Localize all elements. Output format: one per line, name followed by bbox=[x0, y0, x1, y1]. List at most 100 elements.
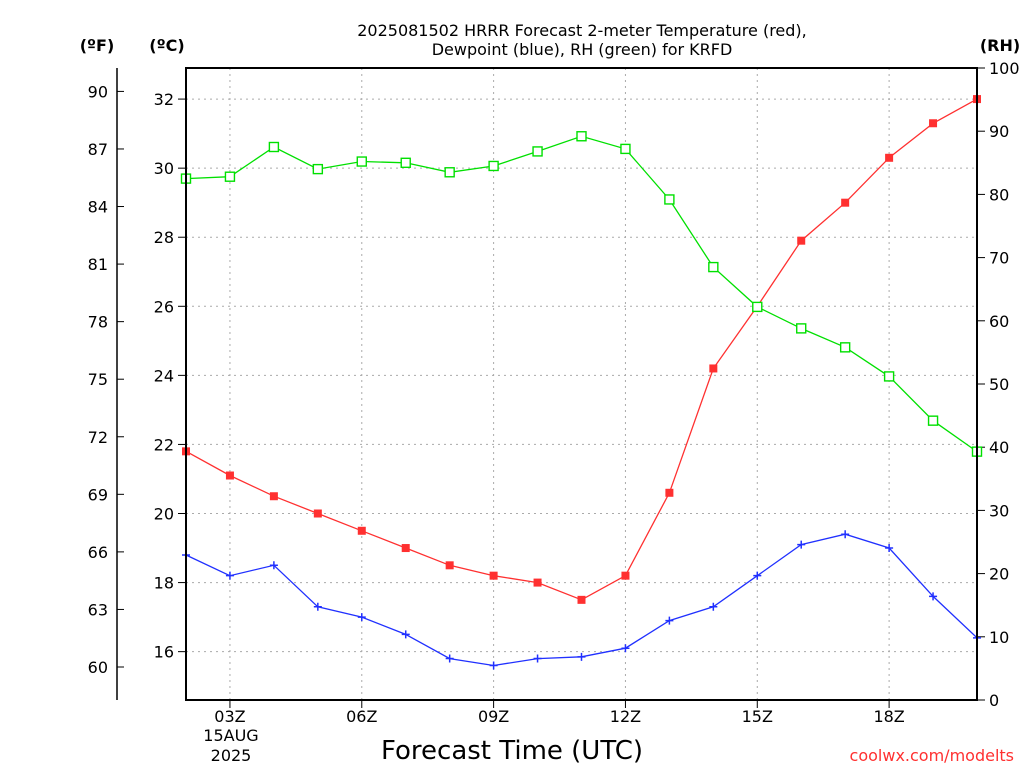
rh-tick-label: 50 bbox=[989, 375, 1009, 394]
fahrenheit-tick-label: 75 bbox=[88, 370, 108, 389]
x-tick-label: 06Z bbox=[346, 707, 377, 726]
temperature-point bbox=[929, 119, 938, 128]
temperature-point bbox=[709, 364, 718, 373]
fahrenheit-tick-label: 63 bbox=[88, 600, 108, 619]
fahrenheit-tick-label: 60 bbox=[88, 658, 108, 677]
celsius-tick-label: 24 bbox=[154, 366, 174, 385]
rh-point bbox=[532, 146, 543, 157]
temperature-point bbox=[269, 492, 278, 501]
rh-point bbox=[927, 415, 939, 426]
rh-tick-label: 70 bbox=[989, 249, 1009, 268]
temperature-point bbox=[621, 571, 630, 580]
temperature-point bbox=[445, 561, 454, 570]
celsius-tick-label: 32 bbox=[154, 90, 174, 109]
rh-point bbox=[356, 156, 367, 167]
celsius-tick-label: 16 bbox=[154, 643, 174, 662]
data-series bbox=[180, 95, 983, 670]
dewpoint-point bbox=[533, 654, 542, 663]
dewpoint-point bbox=[269, 561, 278, 570]
celsius-tick-label: 20 bbox=[154, 505, 174, 524]
fahrenheit-tick-label: 72 bbox=[88, 428, 108, 447]
dewpoint-point bbox=[357, 613, 366, 622]
dewpoint-point bbox=[445, 654, 454, 663]
rh-point bbox=[444, 167, 455, 178]
chart-title-line-2: Dewpoint (blue), RH (green) for KRFD bbox=[432, 40, 733, 59]
temperature-point bbox=[665, 488, 674, 497]
fahrenheit-tick-label: 66 bbox=[88, 543, 108, 562]
date-label-day: 15AUG bbox=[203, 726, 258, 745]
chart-title-line-1: 2025081502 HRRR Forecast 2-meter Tempera… bbox=[357, 21, 807, 40]
rh-point bbox=[620, 143, 631, 155]
x-axis-title: Forecast Time (UTC) bbox=[381, 736, 643, 766]
dewpoint-point bbox=[489, 661, 498, 670]
rh-point bbox=[312, 163, 324, 175]
fahrenheit-tick-label: 81 bbox=[88, 255, 108, 274]
fahrenheit-tick-label: 78 bbox=[88, 313, 108, 332]
dewpoint-point bbox=[401, 630, 410, 639]
dewpoint-point bbox=[885, 544, 894, 553]
celsius-tick-label: 22 bbox=[154, 435, 174, 454]
rh-point bbox=[664, 194, 675, 205]
fahrenheit-tick-label: 84 bbox=[88, 198, 108, 217]
y-axes: 16 18 20 22 24 26 28 30 32 60 63 66 69 72 75 78 81 84 87 90… bbox=[88, 59, 1020, 710]
rh-tick-label: 10 bbox=[989, 628, 1009, 647]
celsius-tick-label: 28 bbox=[154, 228, 174, 247]
watermark: coolwx.com/modelts bbox=[850, 746, 1014, 765]
celsius-tick-label: 26 bbox=[154, 297, 174, 316]
x-tick-label: 12Z bbox=[610, 707, 641, 726]
plot-frame bbox=[185, 67, 978, 701]
rh-point bbox=[796, 323, 807, 334]
celsius-tick-label: 18 bbox=[154, 574, 174, 593]
rh-point bbox=[752, 301, 763, 313]
rh-unit-label: (RH) bbox=[980, 36, 1020, 55]
rh-tick-label: 60 bbox=[989, 312, 1009, 331]
dewpoint-point bbox=[753, 571, 762, 580]
x-tick-label: 18Z bbox=[873, 707, 904, 726]
temperature-point bbox=[225, 471, 234, 480]
rh-tick-label: 100 bbox=[989, 59, 1020, 78]
rh-point bbox=[883, 371, 895, 382]
dewpoint-point bbox=[577, 652, 586, 661]
rh-line bbox=[185, 135, 978, 453]
x-axis: 03Z 06Z 09Z 12Z 15Z 18Z bbox=[214, 700, 905, 726]
rh-tick-label: 90 bbox=[989, 122, 1009, 141]
dewpoint-point bbox=[225, 571, 234, 580]
fahrenheit-tick-label: 69 bbox=[88, 485, 108, 504]
rh-tick-label: 20 bbox=[989, 565, 1009, 584]
x-tick-label: 03Z bbox=[214, 707, 245, 726]
dewpoint-point bbox=[929, 592, 938, 601]
dewpoint-point bbox=[665, 616, 674, 625]
rh-tick-label: 0 bbox=[989, 691, 999, 710]
celsius-unit-label: (ºC) bbox=[149, 36, 184, 55]
temperature-point bbox=[885, 153, 894, 162]
temperature-point bbox=[313, 509, 322, 518]
dewpoint-point bbox=[621, 644, 630, 653]
dewpoint-point bbox=[841, 530, 850, 539]
rh-point bbox=[224, 171, 236, 182]
temperature-point bbox=[401, 544, 410, 553]
temperature-point bbox=[797, 236, 806, 245]
rh-point bbox=[576, 131, 587, 142]
celsius-tick-label: 30 bbox=[154, 159, 174, 178]
temperature-point bbox=[533, 578, 542, 587]
temperature-line bbox=[185, 98, 978, 601]
rh-tick-label: 40 bbox=[989, 438, 1009, 457]
fahrenheit-tick-label: 87 bbox=[88, 140, 108, 159]
rh-point bbox=[839, 342, 851, 353]
dewpoint-point bbox=[797, 540, 806, 549]
rh-tick-label: 80 bbox=[989, 185, 1009, 204]
temperature-point bbox=[489, 571, 498, 580]
rh-tick-label: 30 bbox=[989, 501, 1009, 520]
fahrenheit-tick-label: 90 bbox=[88, 82, 108, 101]
rh-point bbox=[268, 141, 280, 153]
rh-point bbox=[708, 261, 719, 273]
temperature-point bbox=[841, 198, 850, 207]
x-tick-label: 15Z bbox=[742, 707, 773, 726]
rh-point bbox=[488, 160, 499, 172]
date-label-year: 2025 bbox=[211, 746, 252, 765]
rh-point bbox=[400, 157, 411, 169]
dewpoint-point bbox=[709, 602, 718, 611]
temperature-point bbox=[577, 595, 586, 604]
fahrenheit-unit-label: (ºF) bbox=[80, 36, 115, 55]
